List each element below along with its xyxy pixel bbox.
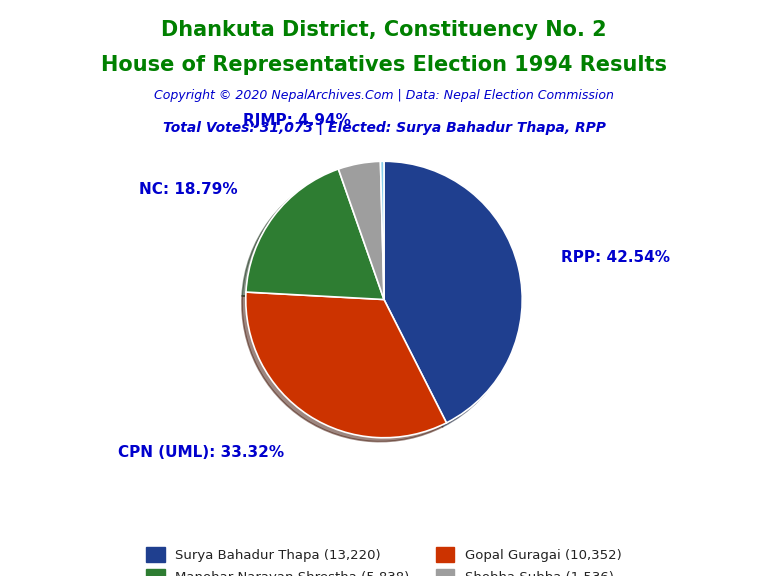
Text: RJMP: 4.94%: RJMP: 4.94%: [243, 112, 351, 127]
Text: Total Votes: 31,073 | Elected: Surya Bahadur Thapa, RPP: Total Votes: 31,073 | Elected: Surya Bah…: [163, 121, 605, 135]
Wedge shape: [246, 292, 446, 438]
Wedge shape: [380, 161, 384, 300]
Text: Dhankuta District, Constituency No. 2: Dhankuta District, Constituency No. 2: [161, 20, 607, 40]
Text: House of Representatives Election 1994 Results: House of Representatives Election 1994 R…: [101, 55, 667, 75]
Text: Copyright © 2020 NepalArchives.Com | Data: Nepal Election Commission: Copyright © 2020 NepalArchives.Com | Dat…: [154, 89, 614, 103]
Text: RPP: 42.54%: RPP: 42.54%: [561, 249, 670, 264]
Legend: Surya Bahadur Thapa (13,220), Manohar Narayan Shrestha (5,838), Others (127 - 0.: Surya Bahadur Thapa (13,220), Manohar Na…: [141, 541, 627, 576]
Wedge shape: [339, 161, 384, 300]
Wedge shape: [246, 169, 384, 300]
Wedge shape: [384, 161, 522, 423]
Text: NC: 18.79%: NC: 18.79%: [140, 183, 238, 198]
Text: CPN (UML): 33.32%: CPN (UML): 33.32%: [118, 445, 284, 460]
